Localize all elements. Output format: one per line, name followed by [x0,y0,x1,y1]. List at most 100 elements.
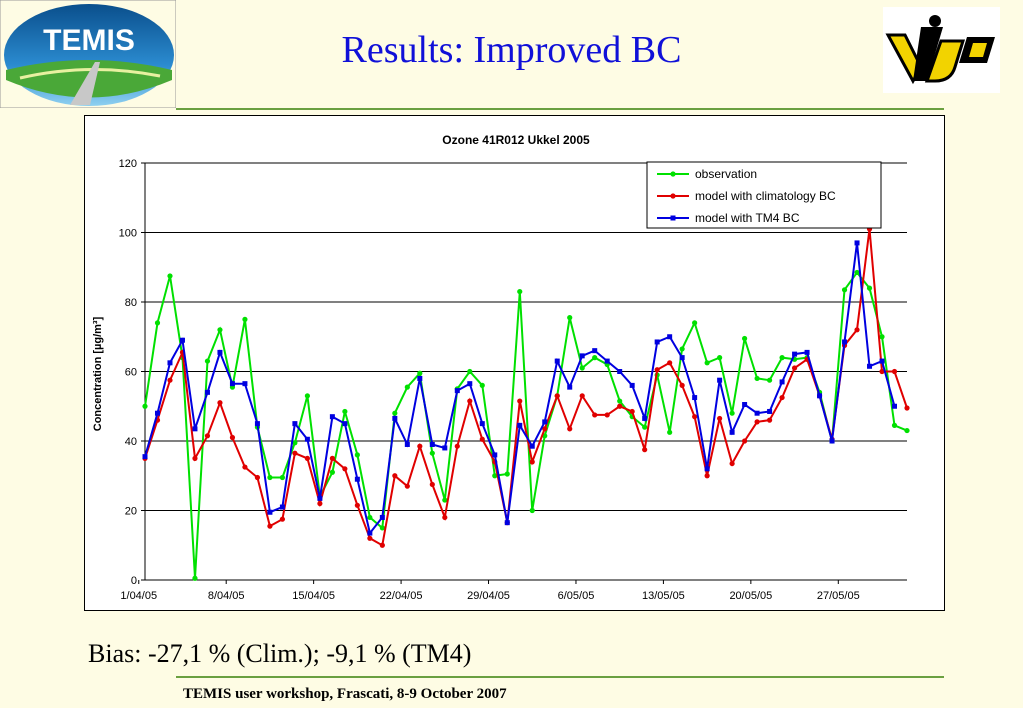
data-point [542,426,548,432]
header-rule [176,108,944,110]
data-point [629,408,635,415]
data-point [854,269,860,276]
data-point [317,495,323,501]
slide-title: Results: Improved BC [341,29,682,71]
data-point [579,393,585,399]
data-point [304,436,310,442]
data-point [329,414,335,420]
data-point [417,370,423,376]
data-point [779,379,785,385]
data-point [742,335,748,342]
data-point [891,368,898,375]
y-axis-label: Concentration [µg/m³] [92,316,104,431]
data-point [167,377,173,383]
data-point [529,507,535,514]
data-point [442,497,448,503]
data-point [567,426,573,432]
data-point [554,393,560,399]
data-point [267,474,273,481]
chart-frame: Ozone 41R012 Ukkel 2005 Concentration [µ… [84,115,945,611]
data-point [254,474,261,481]
data-point [879,334,885,340]
data-point [292,450,298,456]
data-point [167,360,173,366]
data-point [667,360,673,366]
data-point [729,410,735,416]
data-point [754,410,760,416]
data-point [429,481,435,488]
data-point [766,377,773,383]
data-point [704,360,710,366]
data-point [804,349,810,355]
data-point [304,393,310,399]
data-point [242,381,248,387]
data-point [779,355,785,361]
data-point [642,447,648,453]
data-point [292,440,298,446]
x-tick-label: 1/04/05 [120,590,157,602]
legend-item-climatology: model with climatology BC [657,189,836,203]
data-point [754,419,760,425]
data-point [504,520,510,526]
data-point [667,334,673,340]
data-point [279,516,286,522]
data-point [217,400,223,406]
legend-label: observation [695,167,757,181]
temis-logo: TEMIS [0,0,177,109]
data-point [692,395,698,401]
data-point [454,388,460,394]
legend-item-tm4: model with TM4 BC [657,211,800,225]
chart-title: Ozone 41R012 Ukkel 2005 [442,133,590,147]
data-point [592,348,598,354]
data-point [879,358,885,364]
data-point [617,403,623,409]
chart-legend: observation model with climatology BC mode… [646,161,882,229]
data-point [766,417,773,423]
x-tick-label: 6/05/05 [558,590,595,602]
legend-marker [670,193,676,199]
data-point [379,542,385,548]
vito-logo: VITO [883,7,1000,93]
data-point [304,455,310,461]
data-point [342,421,348,427]
data-point [242,464,248,470]
x-tick-label: 13/05/05 [642,590,685,602]
data-point [254,421,260,427]
data-point [667,429,673,435]
legend-label: model with TM4 BC [695,211,800,225]
y-tick-label: 80 [125,297,137,309]
data-point [717,355,723,361]
data-point [379,514,385,520]
data-point [167,273,173,279]
data-point [417,375,423,381]
data-point [404,483,410,489]
y-tick-label: 100 [119,228,137,240]
data-point [517,288,523,295]
data-point [142,454,148,460]
data-point [642,415,648,421]
data-point [204,389,210,395]
data-point [791,365,798,371]
data-point [617,369,623,374]
data-point [192,575,198,581]
legend-label: model with climatology BC [695,189,836,203]
data-point [579,353,585,359]
x-tick-label: 15/04/05 [292,590,335,602]
data-point [704,466,710,472]
legend-item-observation: observation [657,167,757,181]
data-point [392,415,398,421]
data-point [417,443,423,449]
data-point [329,455,335,461]
y-tick-label: 120 [119,158,137,170]
data-point [479,382,485,388]
data-point [429,441,435,447]
data-point [604,358,610,364]
data-point [467,381,473,387]
data-point [704,473,710,479]
data-point [229,381,235,387]
data-point [642,424,648,430]
data-point [142,403,148,409]
data-point [742,402,748,408]
data-point [854,240,860,246]
data-point [467,368,473,375]
